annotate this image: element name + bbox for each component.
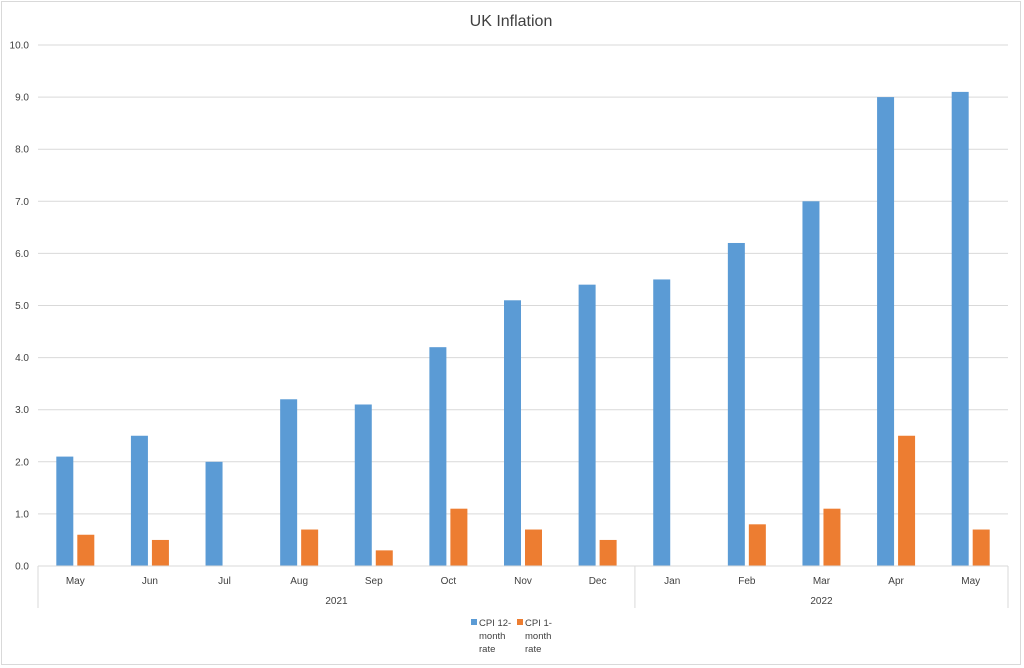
legend-label: rate <box>525 644 541 655</box>
y-tick-label: 9.0 <box>15 93 29 104</box>
bar-cpi-1-month <box>450 508 468 566</box>
bar-cpi-1-month <box>375 550 393 566</box>
x-tick-label: Aug <box>290 576 308 587</box>
bar-cpi-12-month <box>877 97 895 566</box>
x-tick-label: Nov <box>514 576 532 587</box>
x-tick-label: Sep <box>365 576 383 587</box>
bar-cpi-12-month <box>951 91 969 566</box>
y-tick-label: 8.0 <box>15 145 29 156</box>
x-tick-label: May <box>961 576 980 587</box>
y-tick-label: 2.0 <box>15 457 29 468</box>
legend-label: rate <box>479 644 495 655</box>
y-tick-label: 7.0 <box>15 197 29 208</box>
bar-cpi-12-month <box>354 404 372 566</box>
bar-cpi-1-month <box>599 539 617 566</box>
x-tick-label: Feb <box>738 576 756 587</box>
x-tick-label: Jul <box>218 576 231 587</box>
legend-label: month <box>479 631 505 642</box>
y-tick-label: 3.0 <box>15 405 29 416</box>
x-tick-label: Jan <box>664 576 680 587</box>
bar-cpi-1-month <box>748 524 766 566</box>
bar-cpi-12-month <box>802 201 820 567</box>
legend-swatch <box>517 619 523 625</box>
bar-cpi-1-month <box>77 534 95 566</box>
bar-cpi-1-month <box>898 435 916 566</box>
legend-label: CPI 1- <box>525 618 552 629</box>
bar-cpi-12-month <box>504 300 521 566</box>
bar-cpi-1-month <box>301 529 319 566</box>
x-tick-label: Jun <box>142 576 158 587</box>
legend-swatch <box>471 619 477 625</box>
group-label: 2021 <box>325 596 348 607</box>
bar-cpi-12-month <box>429 347 447 566</box>
group-label: 2022 <box>810 596 833 607</box>
y-tick-label: 4.0 <box>15 353 29 364</box>
chart-title: UK Inflation <box>470 13 553 30</box>
y-tick-label: 10.0 <box>10 41 30 52</box>
bar-cpi-12-month <box>727 242 745 567</box>
legend-label: CPI 12- <box>479 618 511 629</box>
bar-cpi-12-month <box>205 461 223 566</box>
bar-cpi-1-month <box>151 539 169 566</box>
y-tick-label: 1.0 <box>15 509 29 520</box>
legend-label: month <box>525 631 551 642</box>
x-tick-label: Oct <box>441 576 457 587</box>
x-tick-label: Dec <box>589 576 607 587</box>
bar-cpi-1-month <box>972 529 990 566</box>
bar-cpi-12-month <box>56 456 74 566</box>
bar-cpi-1-month <box>823 508 841 566</box>
x-tick-label: May <box>66 576 85 587</box>
x-tick-label: Mar <box>813 576 831 587</box>
bar-cpi-1-month <box>525 529 542 566</box>
x-tick-label: Apr <box>888 576 904 587</box>
y-tick-label: 0.0 <box>15 562 29 573</box>
bar-cpi-12-month <box>653 279 671 566</box>
y-tick-label: 5.0 <box>15 301 29 312</box>
bar-cpi-12-month <box>280 399 298 566</box>
bar-cpi-12-month <box>578 284 596 566</box>
bar-cpi-12-month <box>130 435 148 566</box>
y-tick-label: 6.0 <box>15 249 29 260</box>
